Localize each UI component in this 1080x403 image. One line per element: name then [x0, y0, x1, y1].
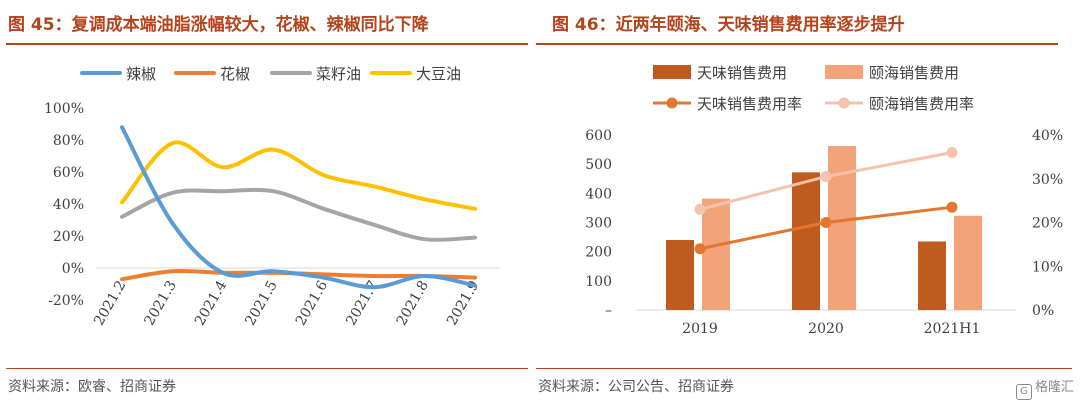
x-tick-label: 2019 — [682, 321, 718, 337]
y-left-tick-label: 100 — [585, 274, 612, 290]
legend-swatch-yihai-expense — [825, 65, 863, 79]
y-tick-label: 20% — [53, 229, 84, 245]
left-footer-rule — [6, 368, 528, 369]
bar-tianwei-2021H1 — [918, 241, 946, 310]
legend-swatch-tianwei-expense — [653, 65, 691, 79]
x-tick-label: 2021.8 — [394, 278, 432, 328]
y-right-tick-label: 30% — [1032, 172, 1063, 188]
rate-point-tianwei — [694, 243, 706, 255]
gelonghui-logo-icon: G — [1015, 384, 1032, 400]
y-tick-label: 60% — [53, 165, 84, 181]
series-line-1 — [120, 125, 477, 290]
x-tick-label: 2021.3 — [142, 278, 180, 328]
y-right-tick-label: 0% — [1032, 303, 1054, 319]
x-tick-label: 2021.5 — [242, 278, 280, 328]
y-left-tick-label: 400 — [585, 186, 612, 202]
bar-yihai-2019 — [702, 198, 730, 310]
right-footer-rule — [536, 368, 1072, 369]
y-left-tick-label: 500 — [585, 157, 612, 173]
legend-label-yihai-rate: 颐海销售费用率 — [869, 95, 974, 113]
rate-point-yihai — [694, 203, 706, 215]
y-right-tick-label: 20% — [1032, 216, 1063, 232]
y-left-tick-label: 200 — [585, 245, 612, 261]
x-tick-label: 2021H1 — [924, 321, 981, 337]
left-chart-title: 图 45：复调成本端油脂涨幅较大，花椒、辣椒同比下降 — [8, 15, 429, 35]
legend-label-4: 大豆油 — [416, 65, 461, 83]
legend-label-1: 辣椒 — [126, 65, 156, 83]
y-tick-label: -20% — [48, 293, 84, 309]
y-left-tick-label: 300 — [585, 216, 612, 232]
x-tick-label: 2021.2 — [91, 278, 129, 328]
y-left-tick-label: – — [605, 303, 612, 319]
legend-label-tianwei-rate: 天味销售费用率 — [697, 95, 802, 113]
y-tick-label: 0% — [62, 261, 84, 277]
y-left-tick-label: 600 — [585, 128, 612, 144]
y-right-tick-label: 10% — [1032, 259, 1063, 275]
legend-label-2: 花椒 — [220, 65, 250, 83]
x-tick-label: 2021.4 — [192, 278, 230, 329]
y-tick-label: 100% — [44, 101, 84, 117]
right-source-note: 资料来源：公司公告、招商证券 — [538, 379, 734, 395]
y-tick-label: 40% — [53, 197, 84, 213]
series-line-3 — [120, 187, 477, 242]
rate-point-yihai — [946, 147, 958, 158]
left-title-rule — [6, 43, 528, 45]
bar-tianwei-2020 — [792, 172, 820, 310]
legend-marker-tianwei-rate — [666, 97, 678, 109]
right-chart-title: 图 46：近两年颐海、天味销售费用率逐步提升 — [552, 15, 905, 35]
rate-point-tianwei — [946, 201, 958, 213]
y-right-tick-label: 40% — [1032, 128, 1063, 144]
left-source-note: 资料来源：欧睿、招商证券 — [8, 379, 176, 395]
watermark: G 格隆汇 — [1015, 376, 1074, 400]
legend-label-tianwei-expense: 天味销售费用 — [697, 64, 787, 82]
bar-tianwei-2019 — [666, 240, 694, 310]
x-tick-label: 2021.6 — [293, 278, 331, 329]
bar-yihai-2021H1 — [954, 215, 982, 310]
legend-label-3: 菜籽油 — [316, 65, 361, 83]
right-title-rule — [536, 43, 1058, 45]
legend-marker-yihai-rate — [838, 97, 850, 109]
rate-point-yihai — [820, 171, 832, 183]
watermark-text: 格隆汇 — [1034, 380, 1074, 395]
y-tick-label: 80% — [53, 133, 84, 149]
series-line-4 — [120, 140, 477, 211]
rate-point-tianwei — [820, 217, 832, 228]
legend-label-yihai-expense: 颐海销售费用 — [869, 64, 959, 82]
x-tick-label: 2020 — [808, 321, 844, 337]
